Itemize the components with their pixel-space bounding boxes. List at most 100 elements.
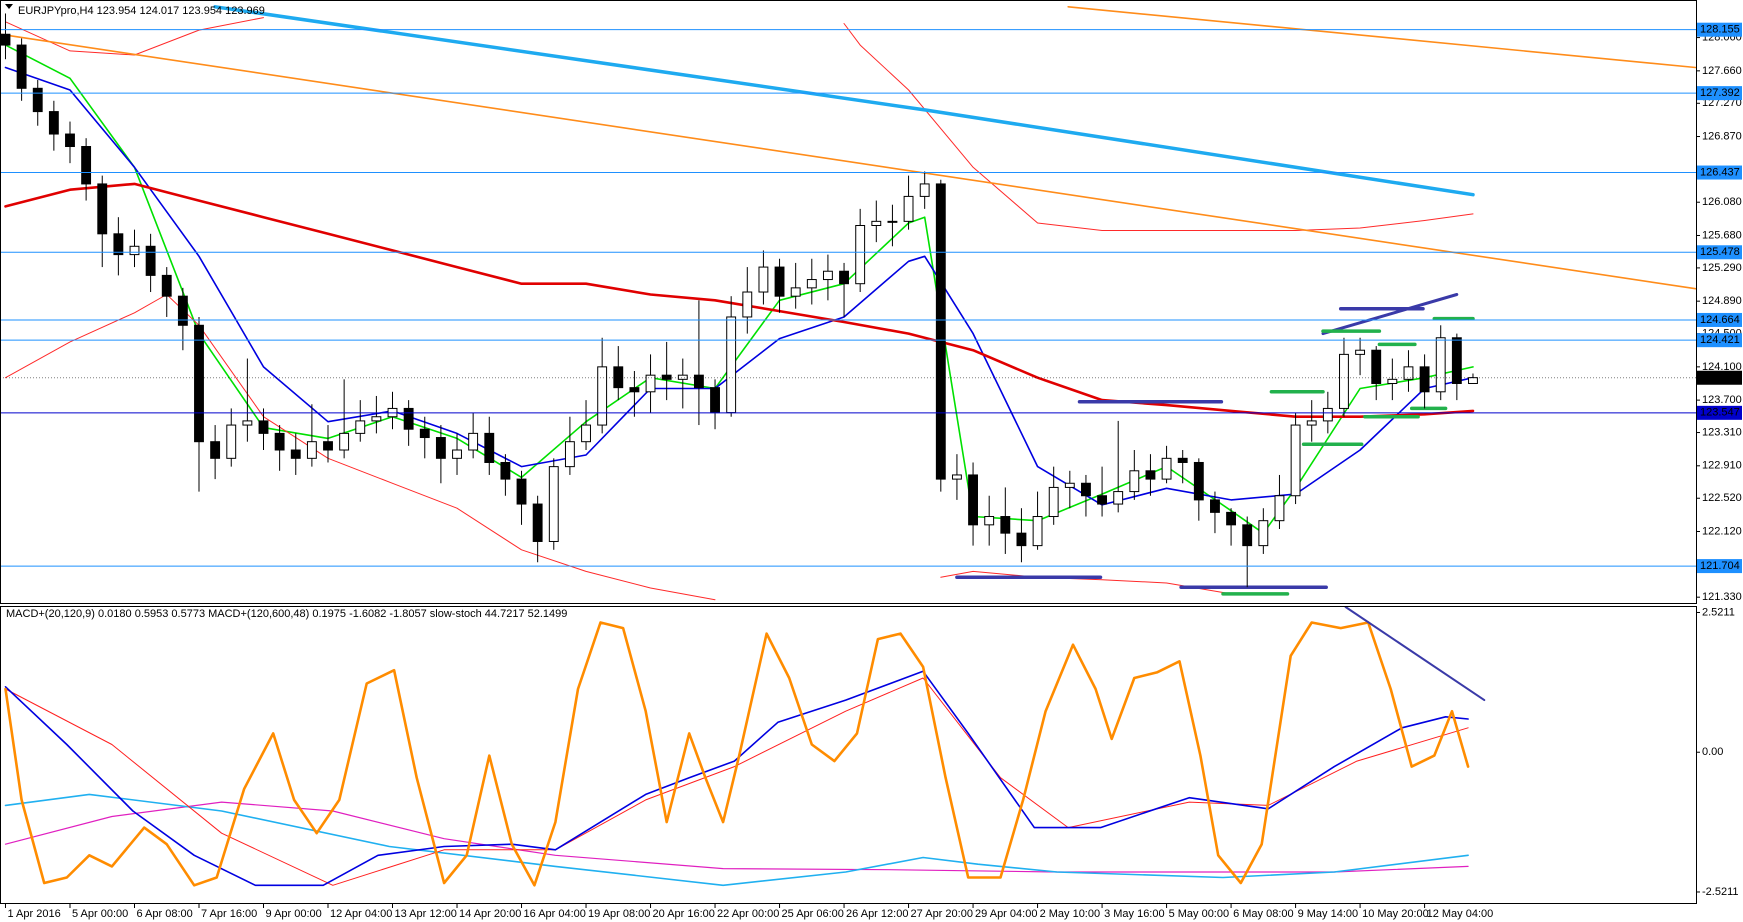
x-tick-label: 2 May 10:00	[1040, 908, 1101, 920]
candle-body	[32, 87, 43, 113]
candle-body	[1145, 470, 1156, 480]
y-tick-label: 123.310	[1702, 426, 1742, 438]
indicator-line	[1067, 6, 1697, 69]
candle-body	[532, 503, 543, 542]
candle-body	[1016, 532, 1027, 547]
candle-body	[806, 279, 817, 289]
candle-body	[887, 220, 898, 223]
candle-body	[177, 295, 188, 326]
price-level-label: 127.392	[1700, 87, 1740, 99]
candle-body	[758, 266, 769, 293]
candle-body	[113, 233, 124, 256]
candle-body	[581, 424, 591, 443]
candle-body	[468, 432, 479, 451]
candle-body	[1419, 366, 1430, 393]
candle-body	[1258, 520, 1269, 547]
candle-body	[1226, 511, 1237, 526]
indicator-title: MACD+(20,120,9) 0.0180 0.5953 0.5773 MAC…	[6, 608, 567, 620]
candle-body	[984, 516, 995, 526]
x-tick-label: 25 Apr 06:00	[782, 908, 844, 920]
candle-body	[48, 111, 59, 135]
y-tick-label: 126.870	[1702, 130, 1742, 142]
indicator-line	[1321, 293, 1459, 336]
candle-body	[677, 374, 688, 380]
candle-body	[226, 424, 237, 459]
candle-body	[1210, 499, 1220, 513]
x-tick-label: 16 Apr 04:00	[524, 908, 586, 920]
indicator-line	[213, 5, 1475, 197]
x-tick-label: 5 May 00:00	[1169, 908, 1230, 920]
y-tick-label: 125.680	[1702, 229, 1742, 241]
candle-body	[355, 420, 366, 434]
candle-body	[726, 316, 737, 414]
candle-body	[371, 416, 382, 422]
y-tick-label: 127.660	[1702, 65, 1742, 77]
price-level-tag	[1697, 22, 1742, 37]
y-tick-label: 122.120	[1702, 525, 1742, 537]
candle-body	[645, 374, 656, 393]
candle-body	[1048, 486, 1059, 518]
price-level-label: 123.547	[1700, 407, 1740, 419]
candle-body	[484, 432, 495, 463]
candle-body	[903, 195, 914, 222]
candle-body	[194, 324, 204, 443]
y-tick-label: 121.330	[1702, 591, 1742, 603]
candle-body	[951, 474, 962, 480]
candle-body	[790, 287, 801, 297]
price-panel-border	[0, 0, 1697, 604]
candle-body	[1339, 353, 1349, 409]
candle-body	[306, 441, 317, 459]
candle-body	[871, 220, 882, 227]
candle-body	[548, 466, 559, 542]
price-level-label: 126.437	[1700, 166, 1740, 178]
candle-body	[1097, 495, 1108, 505]
indicator-line	[1344, 606, 1486, 702]
x-tick-label: 12 Apr 04:00	[330, 908, 392, 920]
price-level-label: 128.155	[1700, 24, 1740, 36]
candle-body	[97, 183, 108, 235]
candle-body	[919, 183, 930, 197]
indicator-panel-border	[0, 606, 1697, 904]
price-level-label: 123.969	[1700, 372, 1740, 384]
candle-body	[1113, 491, 1124, 505]
candle-body	[839, 270, 849, 285]
candle-body	[1290, 424, 1301, 497]
x-tick-label: 6 Apr 08:00	[136, 908, 192, 920]
candle-body	[774, 266, 785, 297]
candle-body	[1322, 407, 1333, 422]
x-tick-label: 6 May 08:00	[1233, 908, 1294, 920]
price-level-tag	[1697, 165, 1742, 180]
candle-body	[935, 183, 946, 480]
candle-body	[597, 366, 608, 426]
price-level-tag	[1697, 559, 1742, 574]
candle-body	[1177, 457, 1188, 463]
price-level-tag	[1697, 245, 1742, 260]
y-tick-label: 125.290	[1702, 262, 1742, 274]
candle-body	[1193, 461, 1204, 501]
candle-body	[1064, 482, 1075, 488]
y-tick-label: 2.5211	[1702, 606, 1735, 618]
x-tick-label: 3 May 16:00	[1104, 908, 1165, 920]
x-tick-label: 14 Apr 20:00	[459, 908, 521, 920]
indicator-line	[4, 670, 1469, 887]
candle-body	[145, 245, 156, 276]
x-tick-label: 29 Apr 04:00	[975, 908, 1037, 920]
candle-body	[323, 441, 333, 451]
candle-body	[1371, 349, 1382, 384]
candle-body	[339, 432, 350, 451]
chart-title: EURJPYpro,H4 123.954 124.017 123.954 123…	[18, 5, 265, 17]
indicator-line	[0, 33, 1697, 290]
price-level-label: 124.421	[1700, 334, 1740, 346]
price-level-tag	[1697, 312, 1742, 327]
x-tick-label: 13 Apr 12:00	[395, 908, 457, 920]
candle-body	[1274, 495, 1285, 522]
candle-body	[742, 291, 753, 318]
x-tick-label: 10 May 20:00	[1362, 908, 1429, 920]
candle-body	[1387, 378, 1398, 384]
candle-body	[242, 420, 253, 426]
y-tick-label: -2.5211	[1702, 886, 1739, 898]
candle-body	[968, 474, 978, 526]
menu-arrow[interactable]	[5, 4, 13, 9]
x-tick-label: 27 Apr 20:00	[911, 908, 973, 920]
